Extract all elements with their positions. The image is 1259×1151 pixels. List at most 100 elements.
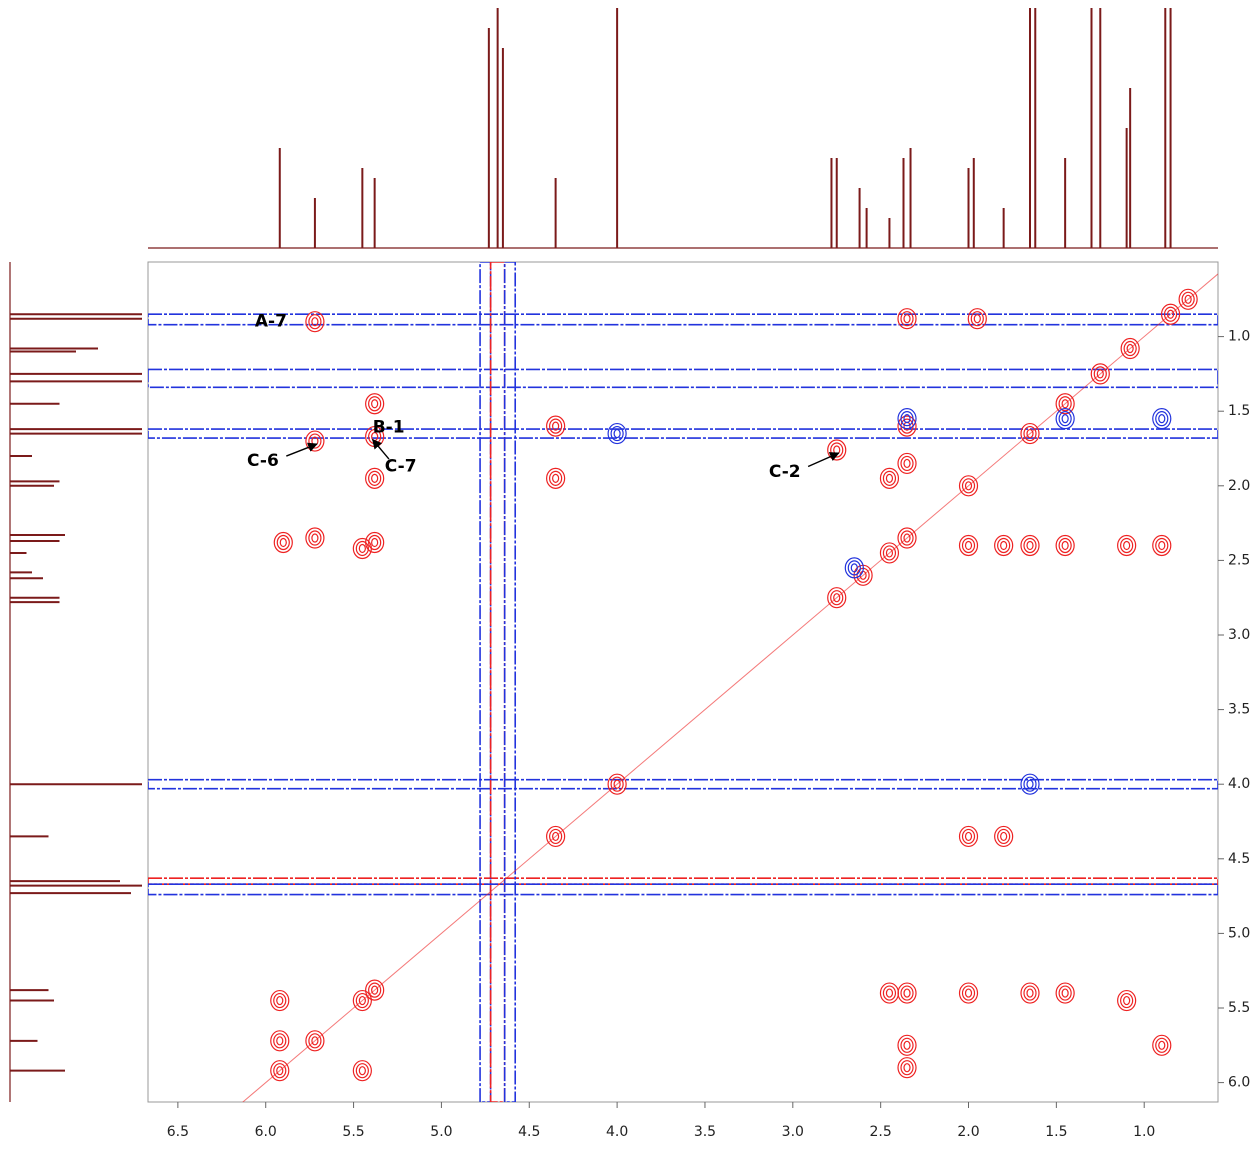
cross-peak bbox=[1152, 534, 1172, 557]
contour-ring bbox=[1155, 411, 1169, 427]
contour-ring bbox=[903, 458, 911, 469]
cross-peak bbox=[352, 989, 372, 1012]
contour-ring bbox=[1061, 399, 1069, 409]
cross-peak bbox=[994, 825, 1014, 848]
contour-ring bbox=[1166, 309, 1175, 319]
cross-peak bbox=[1178, 288, 1198, 310]
streak-band bbox=[489, 262, 506, 1102]
cross-peak bbox=[1160, 303, 1181, 325]
contour-ring bbox=[276, 1036, 284, 1046]
contour-ring bbox=[273, 992, 287, 1009]
contour-ring bbox=[961, 478, 976, 494]
cross-peak bbox=[365, 393, 385, 415]
cross-peak bbox=[365, 979, 385, 1001]
contour-ring bbox=[903, 1040, 911, 1050]
cross-peak bbox=[879, 467, 900, 489]
cross-peak bbox=[958, 534, 979, 557]
contour-ring bbox=[1123, 340, 1137, 357]
cross-peak bbox=[1120, 337, 1140, 360]
cross-peak bbox=[1152, 408, 1172, 430]
contour-ring bbox=[1126, 343, 1134, 354]
contour-ring bbox=[900, 455, 914, 472]
contour-ring bbox=[1026, 779, 1034, 789]
contour-ring bbox=[1026, 540, 1034, 551]
contour-ring bbox=[1096, 369, 1104, 379]
cross-peak bbox=[897, 527, 917, 549]
contour-ring bbox=[355, 1063, 369, 1079]
contour-ring bbox=[371, 985, 379, 995]
contour-ring bbox=[276, 995, 284, 1006]
contour-ring bbox=[1058, 985, 1072, 1001]
cross-peak bbox=[352, 1060, 372, 1082]
cross-peak bbox=[546, 467, 566, 489]
peak-label: C-7 bbox=[385, 457, 417, 477]
x-tick-label: 2.5 bbox=[870, 1124, 892, 1140]
contour-ring bbox=[882, 985, 897, 1001]
cross-peak bbox=[897, 1057, 917, 1079]
contour-ring bbox=[1123, 540, 1131, 551]
contour-ring bbox=[885, 473, 894, 483]
contour-ring bbox=[371, 473, 379, 483]
cross-peak bbox=[1055, 534, 1075, 557]
contour-ring bbox=[900, 985, 914, 1001]
x-tick-label: 5.5 bbox=[342, 1124, 364, 1140]
contour-ring bbox=[900, 530, 914, 546]
contour-ring bbox=[1093, 366, 1107, 382]
y-tick-label: 1.0 bbox=[1228, 329, 1250, 345]
contour-ring bbox=[964, 831, 973, 842]
contour-ring bbox=[885, 548, 894, 558]
contour-ring bbox=[1158, 1040, 1166, 1050]
cross-peak bbox=[607, 422, 627, 445]
cross-peak bbox=[897, 452, 917, 475]
contour-ring bbox=[1058, 537, 1072, 554]
contour-ring bbox=[1023, 776, 1037, 792]
cross-peak bbox=[844, 557, 864, 579]
cross-peak bbox=[1020, 773, 1040, 795]
contour-ring bbox=[900, 311, 914, 327]
contour-ring bbox=[961, 828, 976, 845]
contour-ring bbox=[1058, 411, 1072, 427]
peak-label: B-1 bbox=[373, 418, 405, 438]
cross-peak bbox=[897, 1034, 917, 1056]
contour-ring bbox=[961, 985, 976, 1001]
contour-ring bbox=[1061, 414, 1069, 424]
plot-frame bbox=[147, 261, 1219, 1103]
streak-band bbox=[148, 313, 1218, 326]
cross-peak bbox=[897, 982, 917, 1004]
cross-peak bbox=[1020, 422, 1040, 445]
cross-peak bbox=[273, 531, 293, 554]
cross-peak bbox=[546, 415, 566, 437]
contour-ring bbox=[1184, 294, 1192, 304]
contour-ring bbox=[549, 418, 563, 434]
contour-ring bbox=[610, 776, 624, 792]
contour-ring bbox=[1000, 831, 1008, 842]
contour-ring bbox=[1120, 537, 1134, 554]
contour-ring bbox=[1026, 988, 1034, 998]
cross-peak bbox=[1020, 982, 1040, 1004]
contour-ring bbox=[970, 311, 984, 327]
contour-ring bbox=[850, 563, 858, 573]
streak-band bbox=[148, 883, 1218, 896]
cross-peak bbox=[1117, 534, 1137, 557]
contour-ring bbox=[903, 414, 911, 424]
x-tick-label: 6.5 bbox=[167, 1124, 189, 1140]
contour-ring bbox=[368, 396, 382, 412]
cross-peak bbox=[958, 475, 979, 497]
streak-band bbox=[148, 778, 1218, 790]
y-tick-label: 2.5 bbox=[1228, 552, 1250, 568]
y-tick-label: 1.5 bbox=[1228, 403, 1250, 419]
contour-ring bbox=[900, 1060, 914, 1076]
contour-ring bbox=[308, 314, 322, 330]
contour-ring bbox=[368, 982, 382, 998]
contour-ring bbox=[273, 1063, 287, 1079]
cross-peak bbox=[1055, 982, 1075, 1004]
cross-peak bbox=[1020, 534, 1040, 557]
cross-peak bbox=[365, 467, 385, 489]
contour-ring bbox=[552, 473, 560, 483]
contour-ring bbox=[311, 1036, 319, 1046]
y-tick-label: 5.5 bbox=[1228, 1000, 1250, 1016]
cross-peak bbox=[270, 1060, 290, 1082]
contour-ring bbox=[1158, 414, 1166, 424]
contour-ring bbox=[276, 534, 290, 551]
